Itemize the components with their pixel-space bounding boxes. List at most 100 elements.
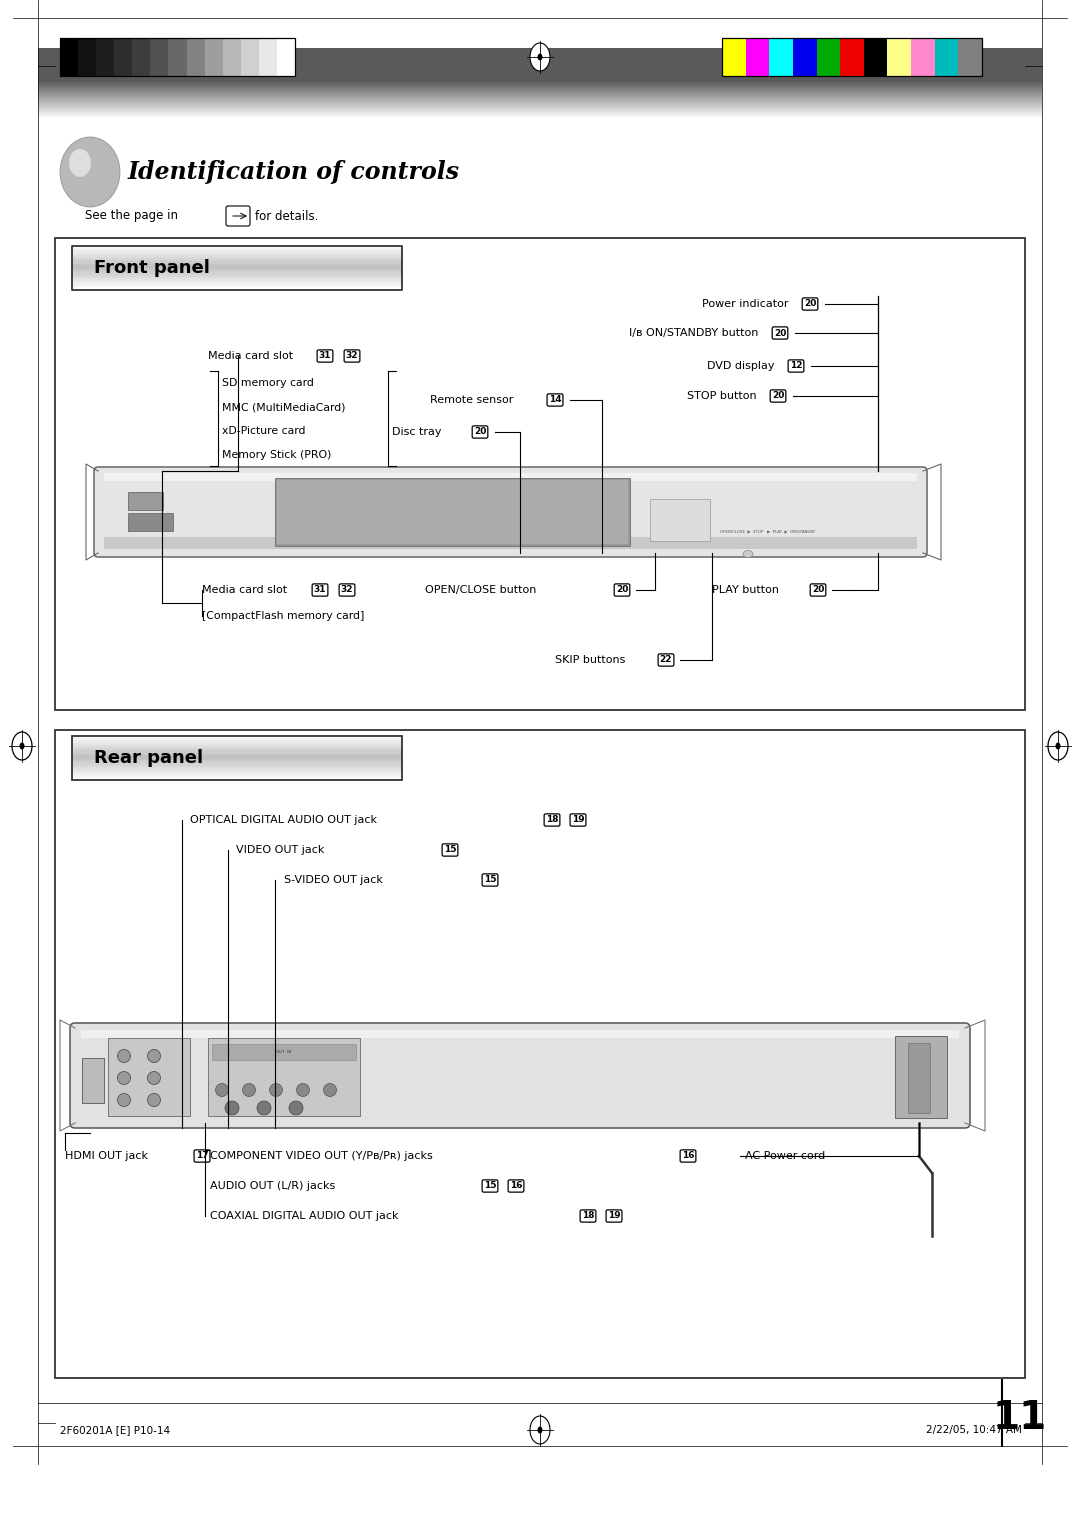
Ellipse shape [60,138,120,206]
Bar [72,283,402,286]
Bar [72,280,402,281]
Bar [96,38,114,76]
Text: 2F60201A [E] P10-14: 2F60201A [E] P10-14 [60,1426,171,1435]
Bar [212,1044,356,1060]
Text: 20: 20 [812,585,824,594]
Text: COAXIAL DIGITAL AUDIO OUT jack: COAXIAL DIGITAL AUDIO OUT jack [210,1212,402,1221]
Bar [72,773,402,776]
Text: OPTICAL DIGITAL AUDIO OUT jack: OPTICAL DIGITAL AUDIO OUT jack [190,814,380,825]
Ellipse shape [69,150,91,177]
Bar [72,762,402,764]
FancyBboxPatch shape [226,206,249,226]
Bar [793,38,816,76]
Bar [275,478,630,545]
Ellipse shape [297,1083,310,1097]
Bar [72,743,402,744]
Bar [912,38,934,76]
Ellipse shape [530,43,550,70]
Bar [60,38,78,76]
Bar [934,38,958,76]
Text: 20: 20 [804,299,816,309]
Ellipse shape [1055,743,1061,750]
Text: 20: 20 [616,585,629,594]
Bar [72,776,402,778]
Text: 11: 11 [993,1400,1048,1436]
Text: Front panel: Front panel [94,260,210,277]
Bar [958,38,982,76]
Text: STOP button: STOP button [687,391,760,400]
Text: for details.: for details. [255,209,319,223]
Bar [895,1036,947,1118]
Bar [816,38,840,76]
Bar [60,38,295,76]
Bar [72,248,402,251]
Text: S-VIDEO OUT jack: S-VIDEO OUT jack [284,876,387,885]
Bar [72,772,402,773]
Ellipse shape [1048,732,1068,759]
Bar [55,238,1025,711]
Text: 12: 12 [789,362,802,370]
Bar [129,513,173,532]
Ellipse shape [225,1102,239,1115]
Bar [888,38,912,76]
Ellipse shape [243,1083,256,1097]
Bar [276,38,295,76]
Bar [72,270,402,272]
Bar [72,764,402,767]
Text: 18: 18 [582,1212,594,1221]
Bar [72,264,402,266]
Text: 18: 18 [545,816,558,825]
Ellipse shape [289,1102,303,1115]
Text: 19: 19 [608,1212,620,1221]
Bar [72,260,402,261]
Text: 31: 31 [319,351,332,361]
Text: 16: 16 [510,1181,523,1190]
Text: DVD display: DVD display [707,361,778,371]
Bar [72,246,402,248]
Ellipse shape [118,1050,131,1062]
Bar [72,266,402,267]
Bar [133,38,150,76]
Bar [81,1030,959,1038]
Text: SD memory card: SD memory card [222,377,314,388]
Text: 31: 31 [314,585,326,594]
Bar [72,761,402,762]
Text: 19: 19 [571,816,584,825]
Bar [72,252,402,255]
Ellipse shape [216,1083,229,1097]
Ellipse shape [538,1427,542,1433]
Ellipse shape [148,1050,161,1062]
Text: OPEN/CLOSE  ▶  STOP   ▶  PLAY  ▶  ON/STANDBY: OPEN/CLOSE ▶ STOP ▶ PLAY ▶ ON/STANDBY [720,530,815,533]
Bar [82,1057,104,1103]
Text: 20: 20 [773,329,786,338]
Bar [38,47,1042,79]
Ellipse shape [118,1071,131,1085]
Bar [150,38,168,76]
Ellipse shape [148,1071,161,1085]
Text: See the page in: See the page in [85,209,178,223]
Ellipse shape [148,1094,161,1106]
Bar [72,257,402,260]
Text: [CompactFlash memory card]: [CompactFlash memory card] [202,611,364,620]
Bar [72,767,402,769]
Text: xD-Picture card: xD-Picture card [222,426,306,435]
Bar [72,246,402,290]
Ellipse shape [743,550,753,558]
Text: VIDEO OUT jack: VIDEO OUT jack [237,845,328,856]
Text: Power indicator: Power indicator [702,299,792,309]
Bar [276,480,627,544]
Text: OPEN/CLOSE button: OPEN/CLOSE button [426,585,540,594]
Text: COMPONENT VIDEO OUT (Y/Pʙ/Pʀ) jacks: COMPONENT VIDEO OUT (Y/Pʙ/Pʀ) jacks [210,1151,436,1161]
Bar [650,500,710,541]
Text: 15: 15 [484,1181,496,1190]
FancyBboxPatch shape [70,1024,970,1128]
Text: 20: 20 [474,428,486,437]
Ellipse shape [19,743,25,750]
Text: MMC (MultiMediaCard): MMC (MultiMediaCard) [222,402,346,413]
Text: Remote sensor: Remote sensor [430,396,517,405]
Bar [745,38,769,76]
Bar [72,756,402,758]
Bar [72,287,402,290]
Ellipse shape [12,732,32,759]
Bar [187,38,204,76]
